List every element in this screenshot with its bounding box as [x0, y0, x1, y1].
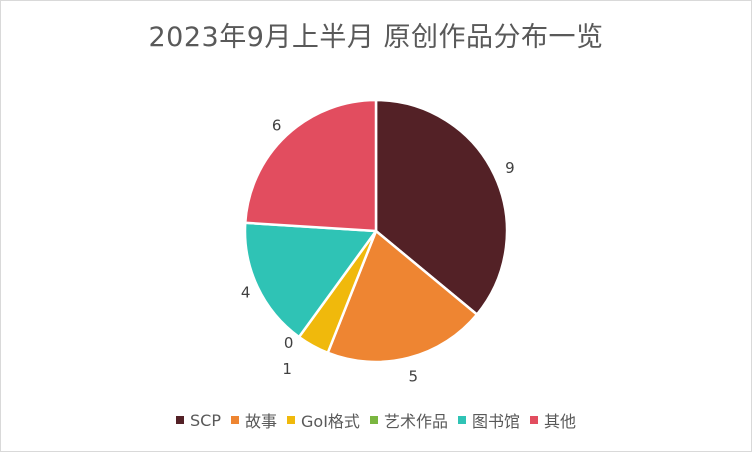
data-label-5: 4 — [241, 283, 251, 301]
legend-swatch — [176, 416, 185, 424]
legend-label: GoI格式 — [301, 412, 360, 431]
legend-item-1: SCP — [176, 411, 221, 430]
legend-item-4: 艺术作品 — [369, 408, 448, 432]
legend-label: 其他 — [543, 412, 576, 431]
pie-slice-2 — [326, 229, 479, 364]
legend-swatch — [287, 416, 296, 424]
legend-label: 图书馆 — [471, 412, 520, 431]
pie-slices — [243, 98, 509, 364]
legend-swatch — [457, 416, 466, 424]
legend-item-3: GoI格式 — [287, 408, 360, 432]
pie-slice-1 — [374, 98, 509, 316]
pie-data-labels: 9 5 1 0 4 6 — [241, 116, 515, 385]
chart-title: 2023年9月上半月 原创作品分布一览 — [148, 22, 604, 53]
legend-swatch — [529, 416, 538, 424]
legend-swatch — [231, 416, 239, 424]
data-label-2: 5 — [409, 367, 419, 385]
data-label-1: 9 — [505, 159, 515, 177]
data-label-6: 6 — [272, 116, 282, 134]
legend-label: 故事 — [245, 412, 278, 431]
legend-item-2: 故事 — [231, 408, 277, 432]
legend-label: SCP — [190, 410, 221, 430]
pie-slice-5 — [243, 221, 378, 339]
pie-slice-6 — [244, 98, 378, 233]
legend-item-5: 图书馆 — [457, 408, 520, 432]
legend-swatch — [369, 416, 378, 424]
data-label-4: 0 — [284, 334, 294, 352]
legend-label: 艺术作品 — [383, 412, 448, 431]
legend-item-6: 其他 — [529, 408, 576, 432]
data-label-3: 1 — [282, 360, 292, 378]
chart-legend: SCP 故事 GoI格式 艺术作品 图书馆 其他 — [1, 408, 751, 432]
